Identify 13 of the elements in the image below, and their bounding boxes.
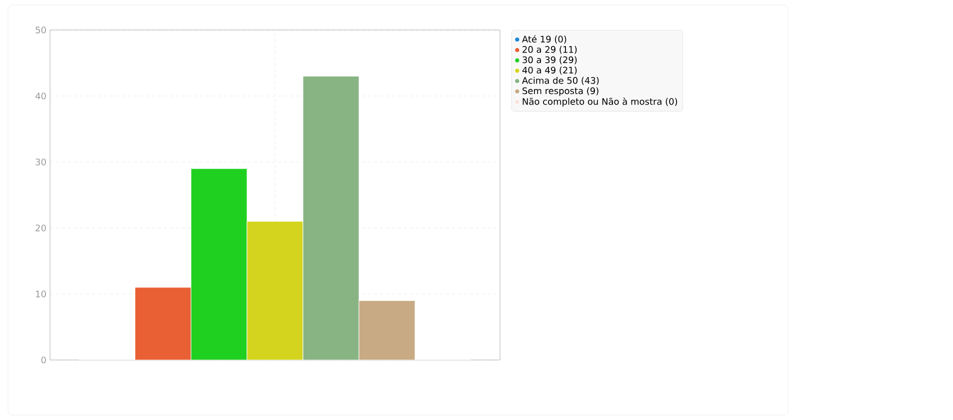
legend-label: 40 a 49 (21): [522, 66, 577, 75]
y-tick-label: 20: [36, 224, 46, 232]
legend-label: 30 a 39 (29): [522, 56, 577, 64]
legend-label: Acima de 50 (43): [522, 76, 599, 85]
y-tick-label: 10: [36, 290, 46, 298]
legend-label: Não completo ou Não à mostra (0): [522, 98, 678, 107]
y-tick-label: 40: [35, 92, 46, 100]
y-tick-label: 0: [41, 356, 46, 364]
legend-label: Até 19 (0): [522, 35, 566, 44]
legend-label: 20 a 29 (11): [522, 46, 577, 54]
y-tick-label: 50: [36, 26, 46, 34]
legend-label: Sem resposta (9): [522, 87, 598, 96]
y-tick-label: 30: [36, 158, 46, 166]
